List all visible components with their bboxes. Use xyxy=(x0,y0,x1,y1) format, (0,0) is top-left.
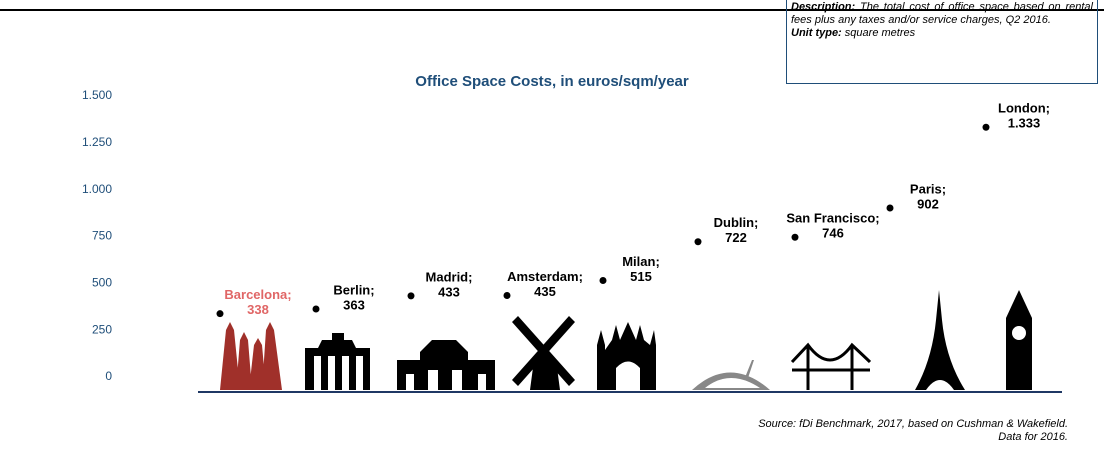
y-tick-label: 1.250 xyxy=(82,135,112,149)
dot xyxy=(792,234,799,241)
point-label: Dublin; xyxy=(714,215,759,230)
source-line: Data for 2016. xyxy=(758,431,1068,444)
y-tick-label: 250 xyxy=(92,322,112,336)
value-label: 515 xyxy=(630,269,652,284)
source-line: Source: fDi Benchmark, 2017, based on Cu… xyxy=(758,418,1068,431)
y-tick-label: 1.000 xyxy=(82,182,112,196)
point-label: Berlin; xyxy=(333,282,374,297)
amsterdam-icon xyxy=(512,316,575,390)
milan-icon xyxy=(597,322,656,390)
dot xyxy=(313,305,320,312)
value-label: 338 xyxy=(247,302,269,317)
point-label: Amsterdam; xyxy=(507,269,583,284)
unit-label: Unit type: xyxy=(791,27,842,39)
dot xyxy=(983,124,990,131)
point-label: London; xyxy=(998,101,1050,116)
paris-icon xyxy=(915,290,965,390)
madrid-icon xyxy=(397,340,495,390)
y-tick-label: 750 xyxy=(92,229,112,243)
point-label: Barcelona; xyxy=(224,287,291,302)
source: Source: fDi Benchmark, 2017, based on Cu… xyxy=(758,418,1068,444)
value-label: 722 xyxy=(725,230,747,245)
value-label: 435 xyxy=(534,284,556,299)
page: Office Space Costs, in euros/sqm/year 0 2… xyxy=(0,0,1104,451)
barcelona-icon xyxy=(220,322,282,390)
y-tick-label: 500 xyxy=(92,276,112,290)
value-label: 363 xyxy=(343,297,365,312)
point-label: Madrid; xyxy=(426,269,473,284)
dot xyxy=(695,238,702,245)
description-label: Description: xyxy=(791,1,855,13)
dot xyxy=(217,310,224,317)
point-label: Milan; xyxy=(622,254,660,269)
chart-title: Office Space Costs, in euros/sqm/year xyxy=(415,73,689,90)
dot xyxy=(408,292,415,299)
value-label: 433 xyxy=(438,284,460,299)
y-tick-label: 0 xyxy=(105,369,112,383)
dot xyxy=(887,205,894,212)
point-label: Paris; xyxy=(910,181,946,196)
clock xyxy=(1011,325,1027,341)
berlin-icon xyxy=(305,333,370,390)
y-tick-label: 1.500 xyxy=(82,88,112,102)
unit-text: square metres xyxy=(845,27,915,39)
dot xyxy=(504,292,511,299)
value-label: 746 xyxy=(822,226,844,241)
dot xyxy=(600,277,607,284)
description-box: Description: The total cost of office sp… xyxy=(786,0,1098,84)
silhouettes xyxy=(220,290,1032,390)
value-label: 1.333 xyxy=(1008,116,1041,131)
value-label: 902 xyxy=(917,196,939,211)
point-label: San Francisco; xyxy=(786,211,879,226)
sf-icon xyxy=(792,345,870,390)
